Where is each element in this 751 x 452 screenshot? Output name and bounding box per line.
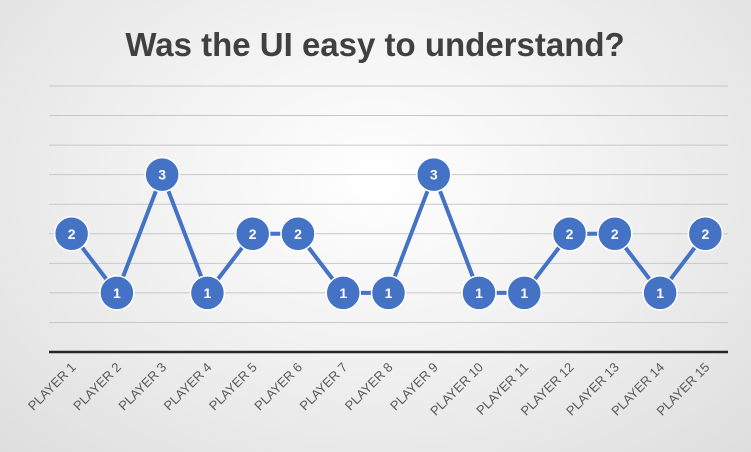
data-point-marker (506, 275, 543, 311)
data-point-marker (99, 275, 135, 311)
data-point-marker (234, 216, 271, 252)
x-tick-label: PLAYER 3 (115, 360, 169, 414)
x-tick-label: PLAYER 4 (161, 360, 215, 414)
x-tick-label: PLAYER 2 (70, 360, 124, 414)
data-label: 3 (158, 167, 166, 183)
x-tick-label: PLAYER 6 (251, 360, 305, 414)
data-label: 2 (68, 226, 76, 242)
data-point-marker (280, 216, 316, 252)
data-label: 2 (566, 226, 574, 242)
data-label: 1 (339, 285, 347, 301)
data-point-marker (325, 275, 361, 311)
chart-title: Was the UI easy to understand? (125, 26, 624, 63)
data-point-marker (551, 216, 588, 252)
x-tick-label: PLAYER 5 (206, 360, 260, 414)
data-label: 1 (204, 285, 212, 301)
data-point-marker (189, 275, 226, 311)
data-label: 1 (113, 285, 121, 301)
data-point-marker (461, 275, 497, 311)
data-label: 2 (249, 226, 257, 242)
data-label: 2 (611, 226, 619, 242)
x-tick-label: PLAYER 1 (25, 360, 79, 414)
data-point-marker (144, 156, 180, 193)
data-label: 1 (656, 285, 664, 301)
data-points: 2 1 3 1 2 2 1 1 3 1 1 2 2 1 2 (53, 156, 724, 311)
data-label: 1 (475, 285, 483, 301)
data-label: 2 (294, 226, 302, 242)
data-label: 2 (701, 226, 709, 242)
data-point-marker (53, 216, 90, 252)
data-label: 1 (520, 285, 528, 301)
data-point-marker (416, 156, 452, 193)
data-point-marker (642, 275, 678, 311)
x-tick-label: PLAYER 8 (342, 360, 396, 414)
data-point-marker (597, 216, 633, 252)
x-tick-label: PLAYER 7 (296, 360, 350, 414)
data-point-marker (687, 216, 724, 252)
data-point-marker (370, 275, 407, 311)
data-label: 1 (385, 285, 393, 301)
data-label: 3 (430, 167, 438, 183)
